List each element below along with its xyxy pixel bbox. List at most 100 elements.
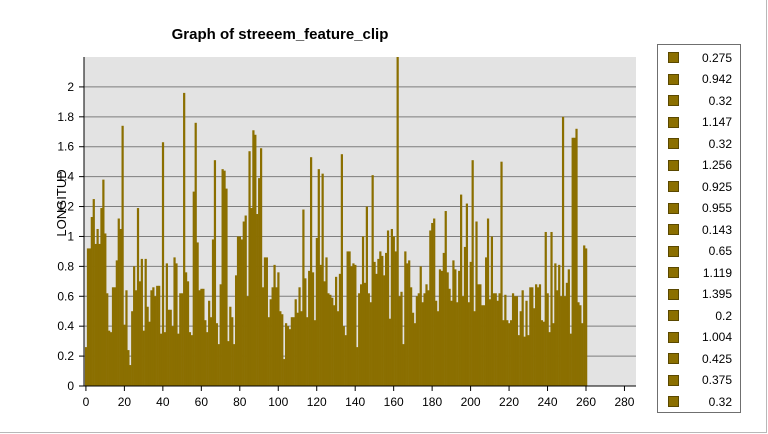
chart-canvas: 0 0.2 0.4 0.6 0.8 1 1.2 1.4 1.6 1.8 2 0 20 40 60 80 100… (54, 57, 636, 409)
bar (581, 323, 584, 386)
bar (261, 287, 265, 386)
bar (152, 287, 155, 386)
legend-swatch (668, 396, 679, 408)
bar (471, 160, 474, 386)
bar (386, 230, 390, 386)
bar (186, 281, 190, 386)
bar (225, 188, 228, 386)
bar (504, 294, 507, 386)
legend-swatch (668, 52, 679, 64)
bar (536, 287, 540, 386)
bar (321, 173, 324, 386)
bar (200, 288, 203, 386)
bar (277, 272, 280, 386)
bar (342, 326, 345, 386)
legend-label: 0.955 (701, 201, 732, 216)
bar (363, 282, 367, 386)
bar (371, 175, 374, 386)
bar (404, 251, 407, 386)
bar (250, 208, 253, 386)
bar (177, 333, 180, 386)
bar (298, 287, 301, 386)
bar (227, 341, 230, 386)
bar (313, 320, 317, 386)
bar (142, 330, 145, 386)
legend-label: 0.425 (701, 351, 732, 366)
bar (379, 251, 382, 386)
bar (425, 284, 428, 386)
legend-label: 0.143 (701, 222, 732, 237)
bar (521, 290, 524, 386)
bar (500, 161, 503, 386)
bar (565, 282, 569, 386)
x-tick-label: 160 (384, 395, 404, 409)
bar (146, 306, 149, 386)
legend-item: 0.143 (658, 219, 740, 241)
bar (140, 258, 143, 386)
legend-swatch (668, 374, 679, 386)
bar (309, 157, 313, 386)
legend-item: 1.147 (658, 112, 740, 134)
legend-swatch (668, 245, 679, 257)
legend-swatch (668, 288, 679, 300)
bar (408, 260, 411, 386)
bar (348, 251, 351, 386)
y-axis-label: LONGITUD (54, 169, 69, 236)
bar (461, 296, 465, 386)
bar (369, 302, 372, 386)
legend-label: 0.2 (715, 308, 732, 323)
legend-item: 0.2 (658, 305, 740, 327)
bar (463, 246, 467, 386)
bar (375, 273, 378, 386)
bar (106, 293, 109, 386)
legend-item: 0.65 (658, 241, 740, 263)
bar (294, 299, 297, 386)
bar (383, 275, 386, 386)
bar (104, 233, 107, 386)
bar (573, 137, 576, 386)
bar (134, 290, 138, 386)
bar (377, 258, 380, 386)
bar (158, 285, 161, 386)
bar (508, 323, 511, 386)
bar (109, 332, 113, 386)
legend-label: 1.119 (702, 265, 732, 280)
bar (402, 344, 405, 386)
bar (550, 231, 553, 386)
bar (171, 326, 174, 386)
bar (148, 321, 151, 386)
bar (115, 260, 118, 386)
bar (435, 300, 438, 386)
bar (460, 194, 463, 386)
bar (209, 317, 213, 386)
bar (150, 290, 153, 386)
y-tick-label: 1.2 (57, 200, 74, 214)
x-tick-label: 280 (614, 395, 634, 409)
bar (94, 243, 97, 386)
bar (513, 296, 517, 386)
bar (202, 288, 205, 386)
bar (84, 347, 88, 386)
bar (181, 293, 184, 386)
y-tick-labels: 0 0.2 0.4 0.6 0.8 1 1.2 1.4 1.6 1.8 2 (57, 80, 74, 393)
bar (381, 255, 384, 386)
bar (450, 300, 453, 386)
legend-item: 1.119 (658, 262, 740, 284)
legend-swatch (668, 202, 679, 214)
y-tick-label: 0.6 (57, 289, 74, 303)
bar (571, 137, 574, 386)
bar (552, 323, 555, 386)
bar (284, 323, 288, 386)
bar (569, 333, 572, 386)
bar (188, 332, 192, 386)
bar (579, 305, 582, 386)
bar (315, 237, 318, 386)
x-tick-label: 60 (195, 395, 209, 409)
bar (240, 239, 243, 386)
bar (319, 264, 322, 386)
bar (367, 293, 370, 386)
bar (427, 290, 430, 386)
bar (373, 261, 376, 386)
bar (159, 333, 163, 386)
bar (360, 284, 363, 386)
